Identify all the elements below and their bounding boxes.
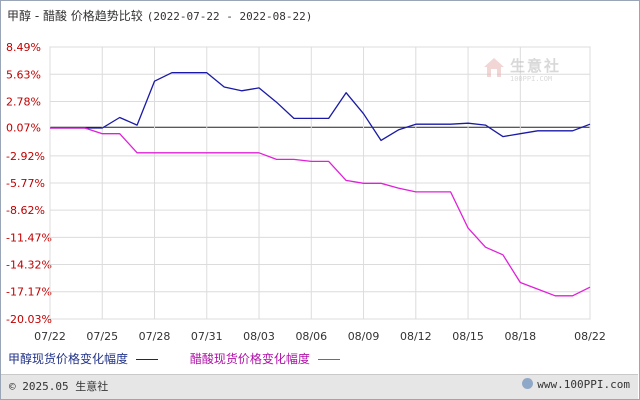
footer-copyright: © 2025.05 生意社 <box>9 380 109 393</box>
house-logo-icon <box>484 58 504 77</box>
watermark-name: 生意社 <box>510 57 562 75</box>
globe-icon <box>522 378 534 389</box>
legend-item-series2: 醋酸现货价格变化幅度 <box>190 350 340 367</box>
x-tick-label: 07/25 <box>86 330 118 343</box>
x-tick-label: 08/15 <box>452 330 484 343</box>
watermark: 生意社 100PPI.COM <box>483 55 578 89</box>
y-tick-label: 2.78% <box>6 95 41 108</box>
y-tick-label: -17.17% <box>6 286 52 299</box>
watermark-url: 100PPI.COM <box>510 75 553 83</box>
x-tick-label: 07/28 <box>139 330 171 343</box>
y-tick-label: -2.92% <box>6 150 45 163</box>
y-tick-label: -14.32% <box>6 259 52 272</box>
legend-item-series1: 甲醇现货价格变化幅度 <box>8 350 159 367</box>
legend-label-series2: 醋酸现货价格变化幅度 <box>189 352 310 366</box>
y-tick-label: 8.49% <box>6 41 41 54</box>
x-tick-label: 08/22 <box>574 330 606 343</box>
legend: 甲醇现货价格变化幅度 醋酸现货价格变化幅度 <box>8 350 368 367</box>
footer-site[interactable]: www.100PPI.com <box>522 378 630 391</box>
legend-swatch-series2 <box>317 359 340 360</box>
date-range: (2022-07-22 - 2022-08-22) <box>146 10 313 23</box>
series-line-1 <box>50 72 591 142</box>
x-tick-label: 08/12 <box>400 330 432 343</box>
chart-title: 甲醇 - 醋酸 价格趋势比较 (2022-07-22 - 2022-08-22) <box>7 7 312 24</box>
y-tick-label: 5.63% <box>6 68 41 81</box>
y-tick-label: -5.77% <box>6 177 45 190</box>
x-tick-label: 08/09 <box>348 330 380 343</box>
x-tick-label: 08/06 <box>295 330 327 343</box>
x-tick-label: 08/18 <box>504 330 536 343</box>
x-tick-label: 08/03 <box>243 330 275 343</box>
y-tick-label: 0.07% <box>6 121 41 134</box>
title-text: 甲醇 - 醋酸 价格趋势比较 <box>7 9 143 23</box>
y-tick-label: -20.03% <box>6 313 52 326</box>
legend-label-series1: 甲醇现货价格变化幅度 <box>8 352 129 366</box>
x-tick-label: 07/31 <box>191 330 223 343</box>
series-line-2 <box>50 127 591 297</box>
footer-site-text[interactable]: www.100PPI.com <box>537 378 630 391</box>
x-tick-label: 07/22 <box>34 330 66 343</box>
y-tick-label: -11.47% <box>6 231 52 244</box>
y-tick-label: -8.62% <box>6 204 45 217</box>
legend-swatch-series1 <box>136 359 159 360</box>
